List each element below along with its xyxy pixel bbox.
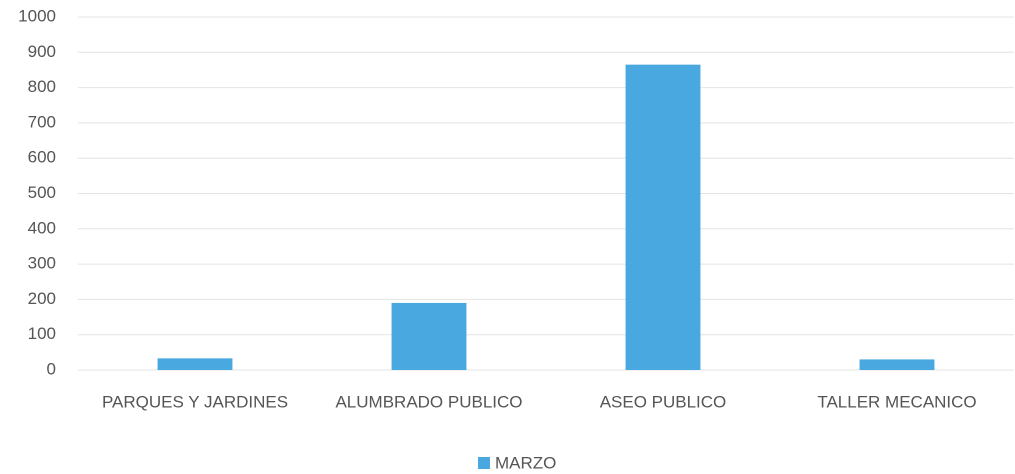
y-tick-label: 0 — [47, 359, 56, 378]
bar — [625, 64, 701, 370]
x-tick-label: TALLER MECANICO — [817, 392, 976, 411]
x-tick-label: ALUMBRADO PUBLICO — [335, 392, 522, 411]
y-tick-label: 200 — [28, 289, 56, 308]
bar — [391, 302, 467, 370]
x-tick-label: PARQUES Y JARDINES — [102, 392, 288, 411]
y-tick-label: 300 — [28, 254, 56, 273]
y-tick-label: 500 — [28, 183, 56, 202]
y-tick-label: 400 — [28, 218, 56, 237]
legend-label: MARZO — [495, 453, 556, 472]
y-tick-label: 600 — [28, 148, 56, 167]
legend-swatch — [478, 457, 490, 469]
y-tick-label: 800 — [28, 77, 56, 96]
bar — [157, 358, 233, 370]
x-tick-label: ASEO PUBLICO — [600, 392, 727, 411]
bar — [859, 359, 935, 370]
y-tick-label: 100 — [28, 324, 56, 343]
y-tick-label: 700 — [28, 112, 56, 131]
y-tick-label: 1000 — [18, 6, 56, 25]
y-tick-label: 900 — [28, 42, 56, 61]
